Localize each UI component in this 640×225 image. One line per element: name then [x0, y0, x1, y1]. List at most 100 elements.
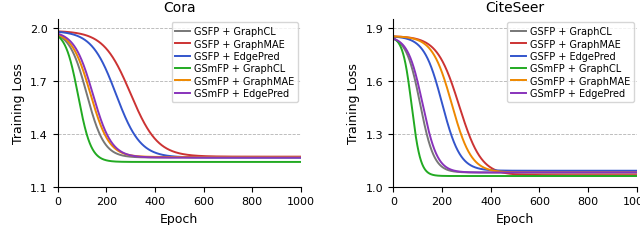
Line: GSFP + EdgePred: GSFP + EdgePred — [394, 38, 637, 171]
GSFP + GraphMAE — [633, 174, 640, 177]
GSmFP + GraphMAE — [297, 156, 305, 159]
GSmFP + GraphCL — [157, 161, 165, 164]
GSmFP + EdgePred — [292, 156, 300, 159]
GSFP + GraphMAE — [54, 31, 61, 34]
GSmFP + GraphCL — [602, 175, 610, 178]
GSmFP + EdgePred — [493, 171, 501, 174]
GSFP + EdgePred — [633, 170, 640, 172]
GSmFP + EdgePred — [54, 33, 61, 36]
GSFP + GraphMAE — [157, 144, 165, 147]
GSFP + GraphCL — [96, 133, 104, 136]
GSmFP + GraphMAE — [157, 156, 165, 159]
Line: GSmFP + GraphMAE: GSmFP + GraphMAE — [394, 37, 637, 173]
GSmFP + EdgePred — [297, 156, 305, 159]
GSFP + EdgePred — [493, 169, 501, 172]
GSFP + GraphMAE — [483, 164, 491, 166]
GSmFP + GraphMAE — [81, 76, 89, 79]
GSFP + GraphMAE — [297, 156, 305, 158]
Line: GSmFP + GraphCL: GSmFP + GraphCL — [394, 39, 637, 176]
GSmFP + GraphCL — [493, 175, 501, 178]
GSFP + GraphMAE — [493, 170, 501, 172]
GSFP + GraphCL — [81, 88, 89, 91]
GSFP + EdgePred — [96, 57, 104, 59]
Legend: GSFP + GraphCL, GSFP + GraphMAE, GSFP + EdgePred, GSmFP + GraphCL, GSmFP + Graph: GSFP + GraphCL, GSFP + GraphMAE, GSFP + … — [172, 23, 298, 103]
GSFP + GraphMAE — [390, 36, 397, 39]
GSmFP + GraphMAE — [417, 41, 425, 44]
GSFP + GraphMAE — [266, 156, 274, 158]
GSmFP + EdgePred — [147, 156, 155, 159]
GSFP + EdgePred — [483, 169, 491, 171]
GSFP + EdgePred — [390, 36, 397, 39]
GSFP + GraphCL — [602, 171, 610, 174]
GSmFP + GraphCL — [628, 175, 636, 178]
GSmFP + GraphMAE — [628, 171, 636, 174]
GSmFP + GraphCL — [390, 38, 397, 40]
GSmFP + EdgePred — [483, 171, 491, 174]
GSmFP + GraphCL — [417, 160, 425, 163]
GSmFP + EdgePred — [266, 156, 274, 159]
X-axis label: Epoch: Epoch — [496, 212, 534, 225]
Legend: GSFP + GraphCL, GSFP + GraphMAE, GSFP + EdgePred, GSmFP + GraphCL, GSmFP + Graph: GSFP + GraphCL, GSFP + GraphMAE, GSFP + … — [508, 23, 634, 103]
GSFP + GraphCL — [297, 156, 305, 159]
GSmFP + EdgePred — [633, 171, 640, 174]
Line: GSFP + GraphCL: GSFP + GraphCL — [394, 40, 637, 173]
GSFP + GraphCL — [54, 34, 61, 37]
GSmFP + GraphCL — [296, 161, 303, 164]
GSmFP + GraphMAE — [390, 36, 397, 38]
Title: CiteSeer: CiteSeer — [486, 1, 545, 15]
GSFP + GraphCL — [483, 171, 491, 174]
GSmFP + EdgePred — [157, 156, 165, 159]
Line: GSmFP + EdgePred: GSmFP + EdgePred — [394, 39, 637, 173]
GSFP + GraphCL — [417, 108, 425, 111]
GSFP + EdgePred — [266, 156, 274, 159]
GSmFP + EdgePred — [602, 171, 610, 174]
GSFP + GraphMAE — [81, 35, 89, 37]
GSmFP + GraphMAE — [493, 170, 501, 173]
Title: Cora: Cora — [163, 1, 196, 15]
GSmFP + EdgePred — [417, 97, 425, 99]
GSmFP + EdgePred — [390, 38, 397, 41]
GSmFP + GraphMAE — [96, 122, 104, 125]
GSmFP + GraphCL — [96, 156, 104, 159]
X-axis label: Epoch: Epoch — [160, 212, 198, 225]
GSFP + GraphCL — [493, 171, 501, 174]
GSmFP + EdgePred — [81, 69, 89, 72]
GSFP + EdgePred — [297, 156, 305, 159]
GSmFP + GraphMAE — [147, 156, 155, 158]
GSFP + GraphMAE — [147, 133, 155, 135]
GSFP + GraphCL — [633, 171, 640, 174]
Line: GSmFP + GraphCL: GSmFP + GraphCL — [58, 37, 301, 162]
GSFP + EdgePred — [602, 170, 610, 172]
GSFP + GraphCL — [432, 158, 440, 161]
GSmFP + GraphCL — [54, 35, 61, 38]
GSFP + EdgePred — [54, 31, 61, 34]
GSmFP + EdgePred — [432, 151, 440, 154]
GSmFP + GraphCL — [81, 128, 89, 131]
GSmFP + GraphMAE — [633, 171, 640, 174]
GSmFP + GraphCL — [297, 161, 305, 164]
GSFP + GraphMAE — [602, 174, 610, 177]
GSFP + GraphCL — [147, 156, 155, 159]
GSFP + GraphCL — [266, 156, 274, 159]
GSmFP + GraphCL — [266, 161, 274, 164]
Line: GSmFP + GraphMAE: GSmFP + GraphMAE — [58, 35, 301, 157]
GSmFP + GraphCL — [432, 174, 440, 177]
GSFP + GraphMAE — [628, 174, 636, 177]
GSmFP + GraphCL — [292, 161, 300, 164]
GSFP + GraphCL — [157, 156, 165, 159]
GSmFP + GraphMAE — [292, 156, 300, 159]
GSFP + EdgePred — [292, 156, 300, 159]
GSFP + GraphCL — [628, 171, 636, 174]
GSFP + GraphCL — [292, 156, 300, 159]
GSFP + EdgePred — [147, 150, 155, 152]
Line: GSFP + GraphMAE: GSFP + GraphMAE — [58, 32, 301, 157]
GSFP + GraphMAE — [96, 42, 104, 45]
Line: GSmFP + EdgePred: GSmFP + EdgePred — [58, 34, 301, 158]
GSmFP + EdgePred — [96, 116, 104, 118]
GSmFP + GraphMAE — [483, 168, 491, 170]
GSmFP + GraphCL — [570, 175, 577, 178]
GSmFP + GraphMAE — [266, 156, 274, 159]
Line: GSFP + EdgePred: GSFP + EdgePred — [58, 33, 301, 158]
GSFP + EdgePred — [417, 47, 425, 50]
GSmFP + GraphMAE — [432, 57, 440, 60]
